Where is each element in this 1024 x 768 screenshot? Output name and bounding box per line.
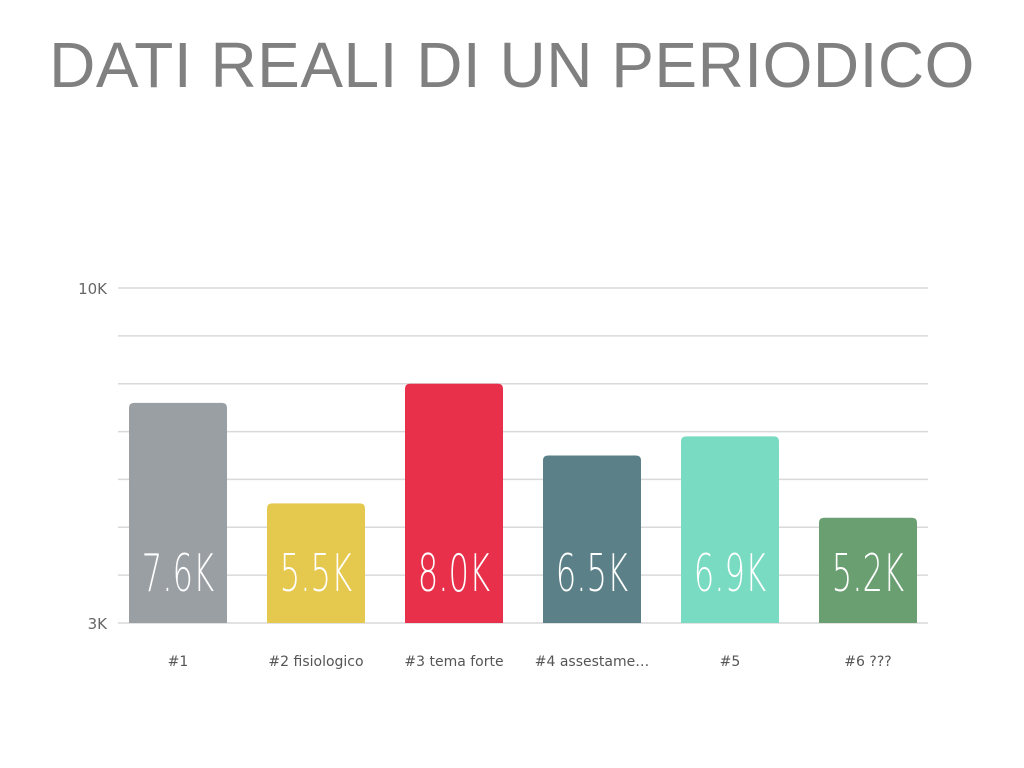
bar-value-label: 8.0K bbox=[418, 544, 490, 604]
bar bbox=[681, 436, 779, 623]
bar-value-label: 5.5K bbox=[280, 544, 352, 604]
y-tick-label: 3K bbox=[88, 615, 109, 633]
bar-value-label: 7.6K bbox=[142, 544, 214, 604]
bar bbox=[405, 383, 503, 623]
x-category-label: #5 bbox=[720, 654, 741, 670]
bar-value-label: 6.9K bbox=[694, 544, 766, 604]
x-category-label: #6 ??? bbox=[844, 654, 891, 670]
y-tick-label: 10K bbox=[78, 280, 108, 298]
x-category-label: #1 bbox=[168, 654, 189, 670]
x-category-label: #4 assestame… bbox=[535, 654, 649, 670]
bar bbox=[819, 517, 917, 623]
x-category-label: #2 fisiologico bbox=[268, 654, 363, 670]
bar bbox=[129, 402, 227, 623]
x-category-label: #3 tema forte bbox=[404, 654, 503, 670]
bar-value-label: 5.2K bbox=[832, 544, 904, 604]
page-title: DATI REALI DI UN PERIODICO bbox=[49, 29, 975, 101]
bar-value-label: 6.5K bbox=[556, 544, 628, 604]
bar bbox=[543, 455, 641, 623]
bar bbox=[267, 503, 365, 623]
